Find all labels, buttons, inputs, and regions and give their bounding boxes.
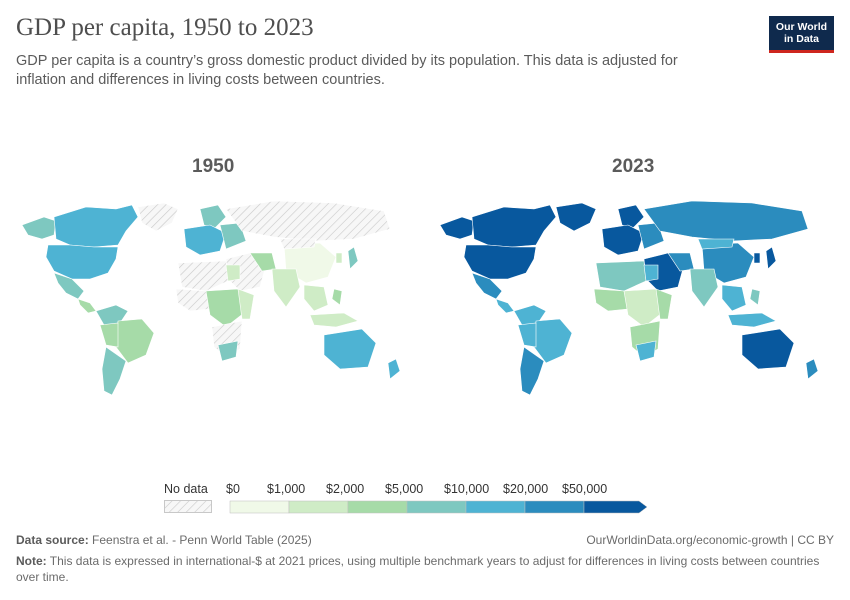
region-western-europe [183, 224, 227, 256]
region-eastern-europe [219, 222, 247, 250]
region-southeast-asia [303, 284, 329, 312]
legend-swatch-6[interactable] [583, 500, 648, 514]
legend-swatch-3[interactable] [406, 500, 467, 514]
region-korea [753, 252, 761, 264]
region-egypt [225, 264, 241, 282]
region-australia [741, 328, 795, 370]
region-peru-bolivia [517, 322, 537, 348]
region-central-africa [623, 288, 663, 328]
logo-line-2: in Data [783, 33, 819, 45]
legend-swatch-1[interactable] [288, 500, 349, 514]
region-japan [765, 246, 777, 270]
legend-bin-label-5: $20,000 [503, 482, 549, 496]
region-philippines [331, 288, 343, 306]
source-label: Data source: [16, 533, 89, 547]
region-south-africa [217, 340, 239, 362]
region-mongolia [697, 238, 735, 250]
region-colombia-venezuela [95, 304, 129, 326]
chart-subtitle: GDP per capita is a country’s gross dome… [16, 53, 678, 88]
region-korea [335, 252, 343, 264]
region-north-africa [595, 260, 647, 292]
region-usa [463, 244, 537, 280]
region-colombia-venezuela [513, 304, 547, 326]
region-central-africa [205, 288, 245, 328]
region-canada [53, 204, 139, 248]
region-east-africa [655, 288, 673, 320]
legend-color-bar[interactable] [228, 500, 648, 516]
map-year-1950: 1950 [192, 156, 235, 177]
region-west-africa [175, 288, 211, 312]
region-west-africa [593, 288, 629, 312]
legend-swatch-5[interactable] [524, 500, 585, 514]
region-east-africa [237, 288, 255, 320]
chart-title: GDP per capita, 1950 to 2023 [16, 14, 314, 41]
region-peru-bolivia [99, 322, 119, 348]
legend-swatch-2[interactable] [347, 500, 408, 514]
region-argentina-chile [101, 346, 127, 396]
region-brazil [533, 318, 573, 364]
region-india [689, 268, 719, 308]
source-text: Feenstra et al. - Penn World Table (2025… [92, 533, 312, 547]
region-australia [323, 328, 377, 370]
region-india [271, 268, 301, 308]
region-brazil [115, 318, 155, 364]
owid-logo[interactable]: Our World in Data [769, 16, 834, 53]
color-legend: No data $0 $1,000 $2,000 $5,000 $10,000 $20,0… [0, 482, 850, 522]
note-text: This data is expressed in international-… [16, 554, 820, 584]
region-mongolia [279, 238, 317, 250]
region-southeast-asia [721, 284, 747, 312]
legend-no-data-swatch[interactable] [164, 500, 214, 514]
region-usa [45, 244, 119, 280]
region-western-europe [601, 224, 645, 256]
legend-swatch-0[interactable] [229, 500, 290, 514]
legend-bin-label-6: $50,000 [562, 482, 608, 496]
region-central-america [495, 298, 515, 314]
region-argentina-chile [519, 346, 545, 396]
region-japan [347, 246, 359, 270]
world-map-2023[interactable] [432, 195, 832, 400]
note-label: Note: [16, 554, 47, 568]
region-canada [471, 204, 557, 248]
region-north-africa [177, 260, 229, 292]
region-new-zealand [805, 358, 819, 380]
region-central-america [77, 298, 97, 314]
legend-bin-label-1: $1,000 [267, 482, 306, 496]
region-scandinavia [617, 204, 645, 230]
legend-bin-label-4: $10,000 [444, 482, 490, 496]
world-map-1950[interactable] [14, 195, 414, 400]
region-philippines [749, 288, 761, 306]
region-alaska [439, 216, 475, 240]
legend-bin-label-2: $2,000 [326, 482, 365, 496]
region-egypt [643, 264, 659, 282]
region-alaska [21, 216, 57, 240]
logo-line-1: Our World [775, 21, 828, 33]
note-line: Note: This data is expressed in internat… [16, 553, 834, 585]
region-scandinavia [199, 204, 227, 230]
region-new-zealand [387, 358, 401, 380]
region-south-africa [635, 340, 657, 362]
legend-bin-label-3: $5,000 [385, 482, 424, 496]
source-url[interactable]: OurWorldinData.org/economic-growth | CC … [586, 533, 834, 547]
region-russia [643, 200, 809, 242]
region-greenland [555, 202, 597, 232]
legend-swatch-4[interactable] [465, 500, 526, 514]
region-indonesia [309, 312, 359, 328]
legend-no-data-label: No data [164, 482, 208, 496]
region-eastern-europe [637, 222, 665, 250]
region-indonesia [727, 312, 777, 328]
region-ussr [225, 200, 391, 242]
source-line: Data source: Feenstra et al. - Penn Worl… [16, 533, 312, 547]
map-year-2023: 2023 [612, 156, 655, 177]
legend-bin-label-0: $0 [226, 482, 240, 496]
region-greenland [137, 202, 179, 232]
